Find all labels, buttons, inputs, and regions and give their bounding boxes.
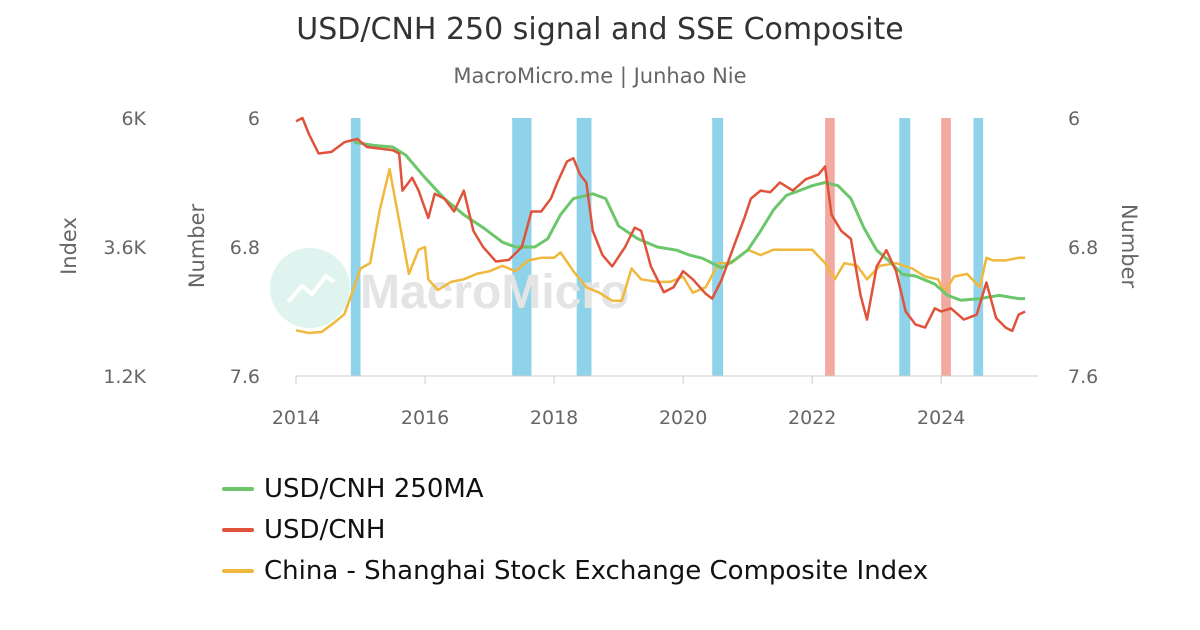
x-axis-ticks: 2014 2016 2018 2020 2022 2024 bbox=[272, 376, 965, 429]
right-tick-label-1: 6.8 bbox=[1068, 237, 1098, 259]
chart-title: USD/CNH 250 signal and SSE Composite bbox=[296, 12, 904, 47]
legend-item-usdcnh[interactable]: USD/CNH bbox=[222, 509, 928, 550]
right-tick-label-0: 6 bbox=[1068, 108, 1080, 130]
x-tick-label-2020: 2020 bbox=[659, 407, 707, 429]
band-blue-5 bbox=[899, 118, 911, 376]
legend-swatch-sse bbox=[222, 568, 254, 573]
middle-axis-label: Number bbox=[185, 203, 209, 288]
left-tick-label-0: 6K bbox=[121, 108, 146, 130]
legend-label-usdcnh: USD/CNH bbox=[264, 514, 386, 545]
legend-item-ma[interactable]: USD/CNH 250MA bbox=[222, 468, 928, 509]
right-tick-label-2: 7.6 bbox=[1068, 366, 1098, 388]
x-tick-label-2018: 2018 bbox=[530, 407, 578, 429]
middle-tick-label-2: 7.6 bbox=[230, 366, 260, 388]
band-blue-0 bbox=[350, 118, 361, 376]
band-red-4 bbox=[825, 118, 835, 376]
legend-item-sse[interactable]: China - Shanghai Stock Exchange Composit… bbox=[222, 550, 928, 591]
middle-tick-label-0: 6 bbox=[248, 108, 260, 130]
legend-swatch-ma bbox=[222, 486, 254, 491]
legend-swatch-usdcnh bbox=[222, 527, 254, 532]
band-blue-7 bbox=[973, 118, 984, 376]
watermark-circle-icon bbox=[270, 248, 350, 328]
watermark-logo: MacroMicro bbox=[270, 248, 629, 328]
series-line-usdcnh bbox=[295, 116, 1026, 333]
watermark-chart-icon bbox=[286, 273, 336, 304]
y-axis-ticks: 6K 6 6 3.6K 6.8 6.8 1.2K 7.6 7.6 bbox=[103, 108, 1098, 388]
watermark-text: MacroMicro bbox=[360, 266, 629, 319]
legend-label-sse: China - Shanghai Stock Exchange Composit… bbox=[264, 555, 929, 586]
series-lines bbox=[295, 116, 1026, 335]
series-line-sse-composite bbox=[295, 167, 1026, 335]
left-tick-label-1: 3.6K bbox=[103, 237, 146, 259]
x-tick-label-2016: 2016 bbox=[401, 407, 449, 429]
legend-label-ma: USD/CNH 250MA bbox=[264, 473, 484, 504]
legend: USD/CNH 250MA USD/CNH China - Shanghai S… bbox=[222, 468, 928, 591]
left-axis-label: Index bbox=[57, 217, 81, 275]
band-red-6 bbox=[941, 118, 951, 376]
x-tick-label-2022: 2022 bbox=[788, 407, 836, 429]
x-tick-label-2024: 2024 bbox=[917, 407, 965, 429]
series-line-usdcnh-250ma bbox=[353, 140, 1026, 302]
middle-tick-label-1: 6.8 bbox=[230, 237, 260, 259]
band-blue-2 bbox=[576, 118, 592, 376]
band-blue-3 bbox=[712, 118, 724, 376]
x-tick-label-2014: 2014 bbox=[272, 407, 320, 429]
chart-plot: MacroMicro 2014 2016 2018 2020 2022 2024 6K 6 6… bbox=[57, 108, 1141, 429]
highlight-bands bbox=[350, 118, 984, 376]
chart-subtitle: MacroMicro.me | Junhao Nie bbox=[453, 64, 747, 88]
right-axis-label: Number bbox=[1117, 204, 1141, 289]
left-tick-label-2: 1.2K bbox=[103, 366, 146, 388]
